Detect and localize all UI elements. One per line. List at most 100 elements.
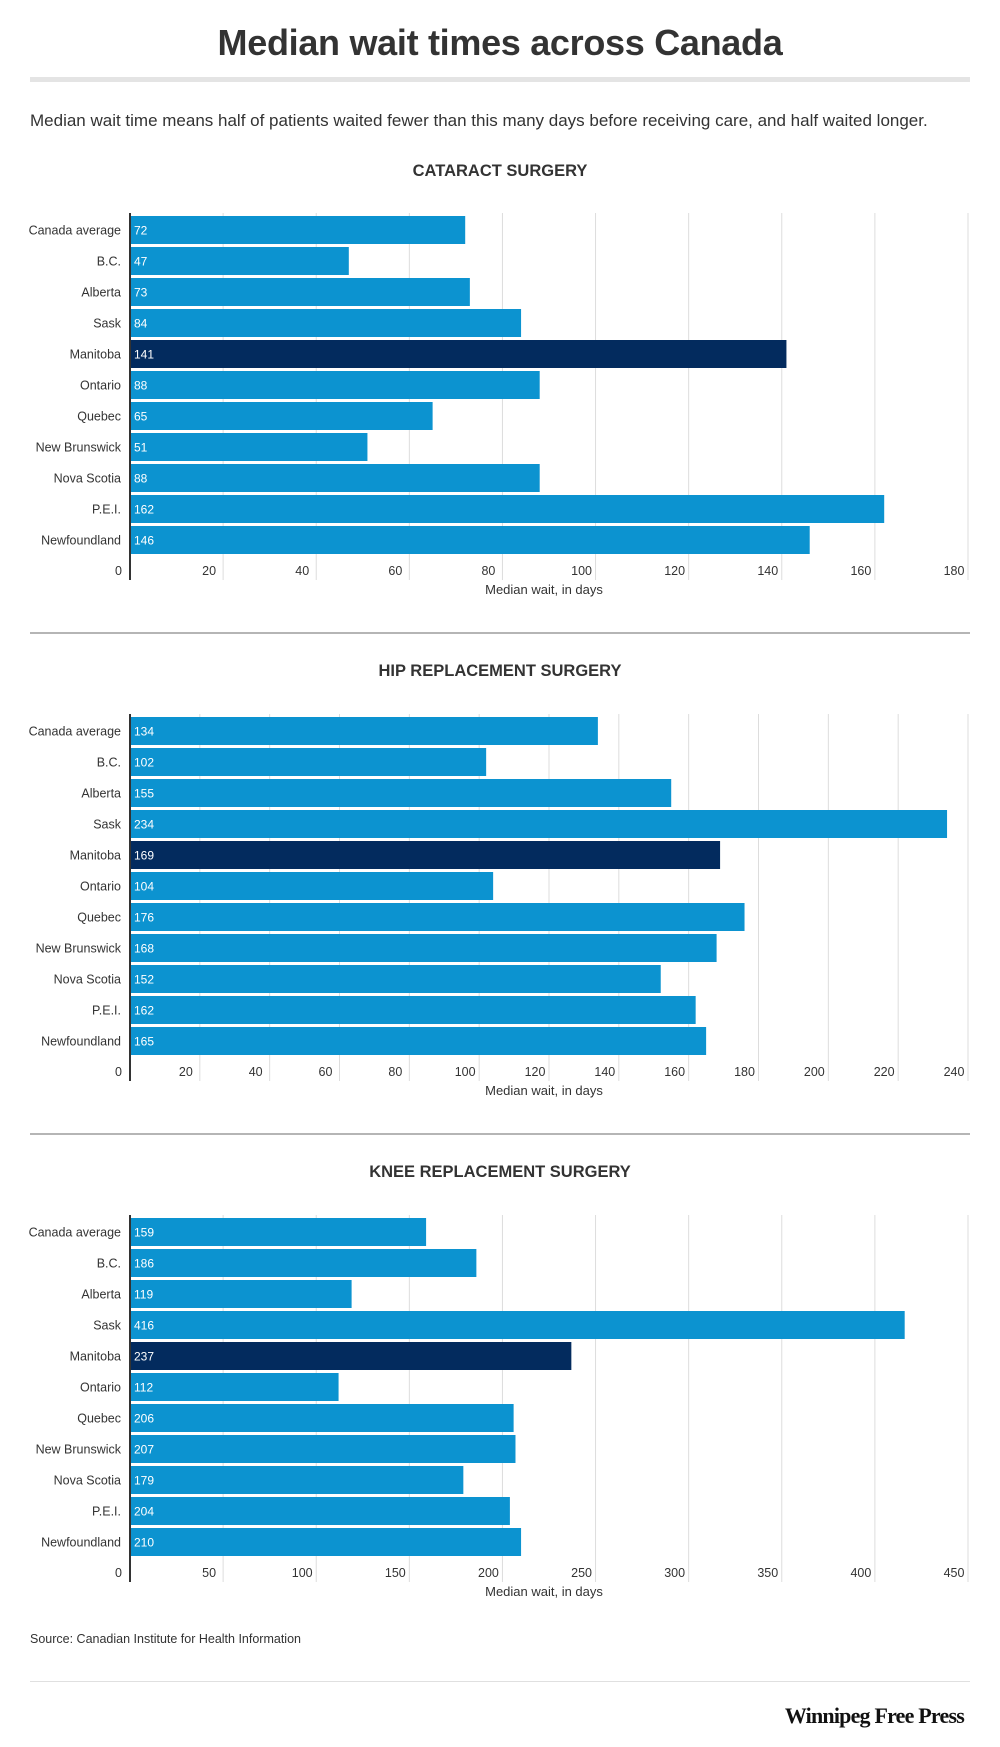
bar [130,433,368,461]
category-label: Newfoundland [41,534,121,548]
data-label: 65 [134,410,148,424]
bar [130,216,466,244]
tick-label: 350 [757,1566,778,1580]
category-label: New Brunswick [36,942,122,956]
tick-label: 160 [850,564,871,578]
category-label: Quebec [77,1412,121,1426]
x-axis-title: Median wait, in days [485,582,603,597]
tick-label: 200 [478,1566,499,1580]
tick-label: 20 [202,564,216,578]
bar [130,371,540,399]
data-label: 207 [134,1443,154,1457]
category-label: Canada average [29,1226,121,1240]
bar [130,1218,427,1246]
category-label: Ontario [80,880,121,894]
bar [130,1280,352,1308]
bar [130,1311,905,1339]
category-label: Ontario [80,379,121,393]
bar [130,934,717,962]
bar [130,247,349,275]
tick-label: 60 [319,1065,333,1079]
tick-label: 400 [850,1566,871,1580]
data-label: 159 [134,1226,154,1240]
bar [130,464,540,492]
section-divider [30,632,970,634]
category-label: Canada average [29,224,121,238]
tick-label: 150 [385,1566,406,1580]
category-label: Nova Scotia [54,973,121,987]
bar [130,1342,572,1370]
tick-label: 60 [388,564,402,578]
data-label: 102 [134,756,154,770]
page-subtitle: Median wait time means half of patients … [30,111,928,130]
data-label: 169 [134,849,154,863]
category-label: B.C. [97,756,121,770]
category-label: Nova Scotia [54,472,121,486]
source-note: Source: Canadian Institute for Health In… [30,1632,301,1646]
data-label: 186 [134,1257,154,1271]
tick-label: 220 [874,1065,895,1079]
x-axis-title: Median wait, in days [485,1584,603,1599]
bar [130,872,494,900]
section-divider [30,1133,970,1135]
category-label: Sask [93,818,122,832]
tick-label: 120 [525,1065,546,1079]
bar [130,1528,522,1556]
knee-bar-chart: 159 Canada average 186 B.C. 119 Alberta 416 Sas… [29,1215,969,1599]
footer-divider [30,1681,970,1682]
bar [130,1027,707,1055]
data-label: 234 [134,818,154,832]
chart-title-knee: KNEE REPLACEMENT SURGERY [369,1163,631,1181]
data-label: 146 [134,534,154,548]
category-label: Quebec [77,911,121,925]
data-label: 179 [134,1474,154,1488]
page-title: Median wait times across Canada [217,22,783,63]
tick-label: 140 [594,1065,615,1079]
data-label: 416 [134,1319,154,1333]
bar [130,1497,510,1525]
tick-label: 0 [115,564,122,578]
data-label: 204 [134,1505,154,1519]
data-label: 84 [134,317,148,331]
data-label: 168 [134,942,154,956]
bar [130,1249,477,1277]
category-label: Alberta [81,787,121,801]
tick-label: 0 [115,1065,122,1079]
tick-label: 180 [944,564,965,578]
chart-title-cataract: CATARACT SURGERY [412,162,588,180]
data-label: 206 [134,1412,154,1426]
category-label: P.E.I. [92,1505,121,1519]
category-label: Nova Scotia [54,1474,121,1488]
tick-label: 40 [249,1065,263,1079]
tick-label: 80 [481,564,495,578]
bar [130,996,696,1024]
bar [130,1435,516,1463]
data-label: 237 [134,1350,154,1364]
bar [130,402,433,430]
category-label: Sask [93,1319,122,1333]
category-label: Alberta [81,1288,121,1302]
category-label: Sask [93,317,122,331]
tick-label: 80 [388,1065,402,1079]
data-label: 51 [134,441,148,455]
data-label: 210 [134,1536,154,1550]
bar [130,717,598,745]
data-label: 134 [134,725,154,739]
tick-label: 50 [202,1566,216,1580]
bar [130,841,721,869]
category-label: Newfoundland [41,1035,121,1049]
data-label: 165 [134,1035,154,1049]
bar [130,779,672,807]
tick-label: 240 [944,1065,965,1079]
tick-label: 160 [664,1065,685,1079]
tick-label: 140 [757,564,778,578]
category-label: B.C. [97,1257,121,1271]
tick-label: 250 [571,1566,592,1580]
publisher-logo: Winnipeg Free Press [784,1703,965,1728]
tick-label: 20 [179,1065,193,1079]
category-label: Alberta [81,286,121,300]
category-label: Newfoundland [41,1536,121,1550]
data-label: 73 [134,286,148,300]
data-label: 141 [134,348,154,362]
data-label: 72 [134,224,148,238]
